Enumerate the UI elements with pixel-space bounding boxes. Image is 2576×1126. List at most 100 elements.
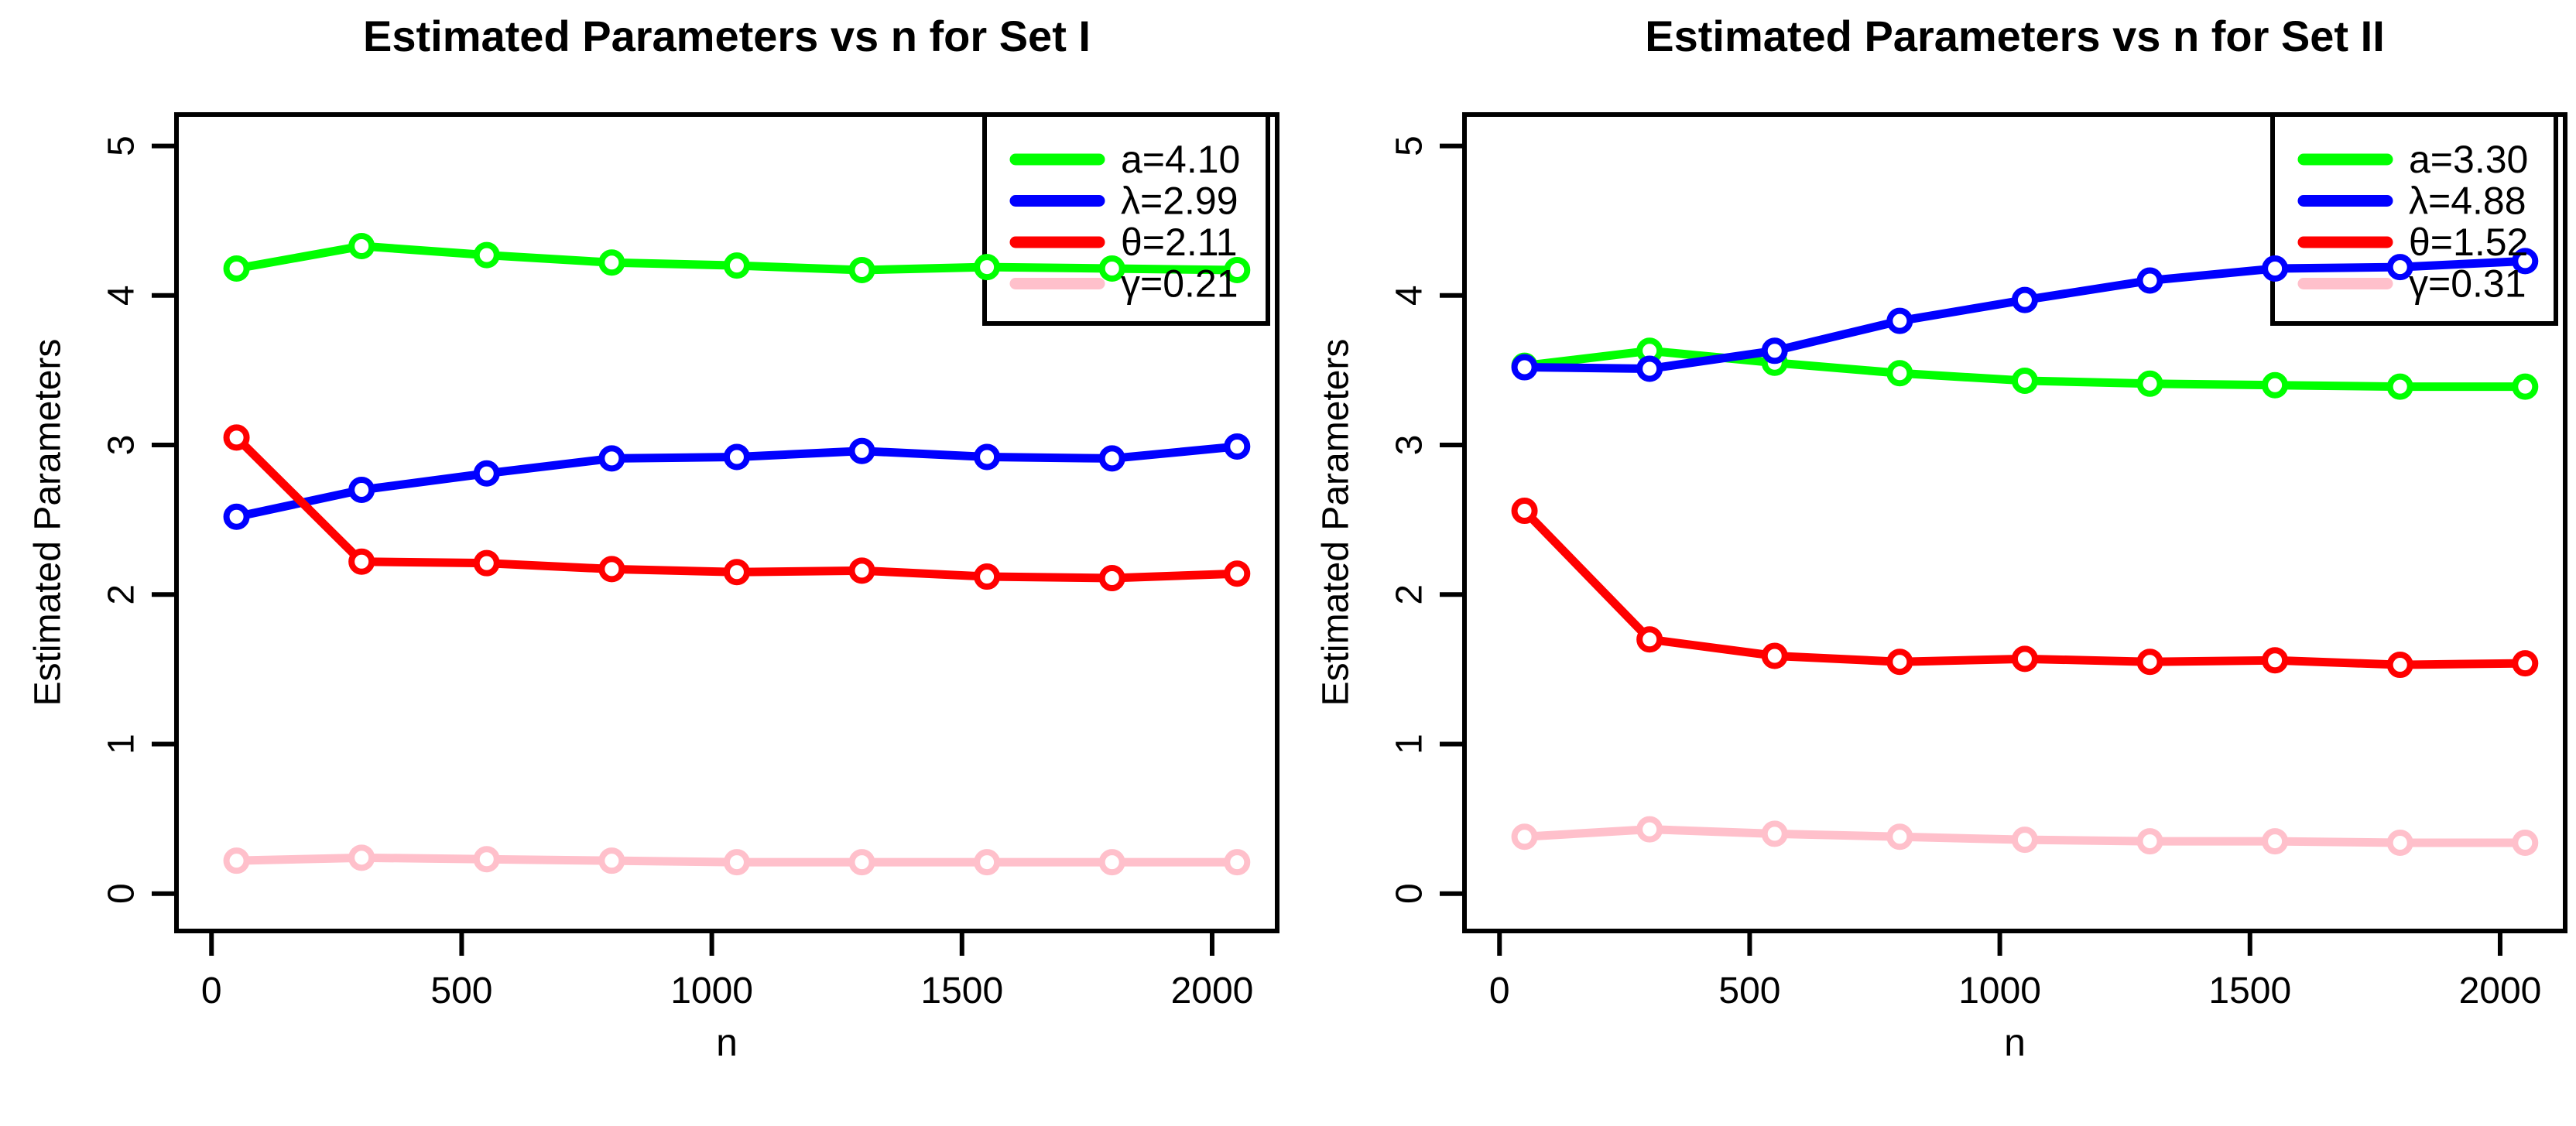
data-point-marker bbox=[2386, 652, 2413, 679]
x-axis-label-set-i: n bbox=[716, 1021, 738, 1064]
data-point-marker bbox=[2011, 827, 2038, 854]
legend-label-4: γ=0.21 bbox=[1121, 262, 1238, 306]
y-axis-tick-label: 5 bbox=[101, 135, 142, 156]
data-point-marker bbox=[473, 460, 500, 487]
data-point-marker bbox=[2262, 371, 2289, 399]
data-point-marker bbox=[974, 849, 1001, 876]
data-point-marker bbox=[223, 424, 250, 451]
legend-label-1: a=4.10 bbox=[1121, 138, 1240, 181]
data-point-marker bbox=[1886, 649, 1913, 676]
data-point-marker bbox=[1886, 360, 1913, 387]
data-point-marker bbox=[348, 844, 375, 871]
series-line-3 bbox=[1520, 506, 2530, 669]
data-point-marker bbox=[2011, 645, 2038, 673]
y-axis-tick-label: 1 bbox=[1389, 734, 1430, 755]
data-point-marker bbox=[1511, 354, 1538, 381]
data-point-marker bbox=[2262, 647, 2289, 674]
x-axis-tick-label: 1000 bbox=[1958, 970, 2041, 1011]
data-point-marker bbox=[2386, 373, 2413, 400]
data-point-marker bbox=[2512, 650, 2539, 677]
data-point-marker bbox=[223, 255, 250, 282]
y-axis-tick-label: 1 bbox=[101, 734, 142, 755]
data-point-marker bbox=[1636, 816, 1663, 843]
chart-title-set-i: Estimated Parameters vs n for Set I bbox=[363, 12, 1091, 60]
legend-label-3: θ=1.52 bbox=[2409, 221, 2528, 264]
data-point-marker bbox=[1511, 498, 1538, 525]
data-point-marker bbox=[2386, 254, 2413, 281]
y-axis-tick-label: 3 bbox=[1389, 435, 1430, 456]
chart-panel-set-i: Estimated Parameters vs n for Set I Esti… bbox=[28, 12, 1279, 1064]
data-point-marker bbox=[1636, 355, 1663, 382]
data-point-marker bbox=[2512, 248, 2539, 275]
data-point-marker bbox=[1886, 823, 1913, 850]
x-axis-tick-label: 0 bbox=[201, 970, 222, 1011]
data-point-marker bbox=[1224, 433, 1251, 460]
data-point-marker bbox=[723, 252, 750, 279]
data-point-marker bbox=[974, 254, 1001, 281]
y-axis-tick-label: 4 bbox=[101, 285, 142, 306]
chart-plot-set-i: 0 500 1000 1500 2000 0 1 2 3 4 5 a=4.10λ=2.99θ=2.11… bbox=[101, 112, 1279, 1011]
data-point-marker bbox=[2136, 267, 2163, 294]
data-point-marker bbox=[974, 563, 1001, 590]
data-point-marker bbox=[1098, 255, 1125, 282]
legend-label-3: θ=2.11 bbox=[1121, 221, 1238, 264]
data-point-marker bbox=[974, 443, 1001, 471]
legend-label-4: γ=0.31 bbox=[2409, 262, 2526, 306]
data-point-marker bbox=[723, 443, 750, 471]
data-point-marker bbox=[2386, 829, 2413, 856]
data-point-marker bbox=[1636, 626, 1663, 653]
y-axis-tick-label: 0 bbox=[1389, 883, 1430, 904]
y-axis-tick-label: 5 bbox=[1389, 135, 1430, 156]
legend-label-2: λ=2.99 bbox=[1121, 180, 1238, 223]
data-point-marker bbox=[598, 445, 625, 472]
data-point-marker bbox=[1224, 560, 1251, 587]
x-axis-tick-label: 2000 bbox=[1171, 970, 1254, 1011]
data-point-marker bbox=[1098, 849, 1125, 876]
data-point-marker bbox=[1511, 823, 1538, 850]
x-axis-tick-label: 500 bbox=[1718, 970, 1780, 1011]
data-point-marker bbox=[2011, 286, 2038, 313]
data-point-marker bbox=[848, 557, 875, 584]
y-axis-tick-label: 2 bbox=[1389, 584, 1430, 605]
data-point-marker bbox=[473, 241, 500, 269]
x-axis-tick-label: 0 bbox=[1489, 970, 1510, 1011]
y-axis-tick-label: 4 bbox=[1389, 285, 1430, 306]
data-point-marker bbox=[223, 503, 250, 530]
data-point-marker bbox=[598, 556, 625, 583]
data-point-marker bbox=[2136, 370, 2163, 397]
y-axis-tick-label: 3 bbox=[101, 435, 142, 456]
x-axis-label-set-ii: n bbox=[2004, 1021, 2026, 1064]
data-point-marker bbox=[2136, 828, 2163, 855]
data-point-marker bbox=[348, 476, 375, 503]
x-axis-tick-label: 2000 bbox=[2459, 970, 2542, 1011]
data-point-marker bbox=[2262, 255, 2289, 282]
data-point-marker bbox=[2512, 373, 2539, 400]
data-point-marker bbox=[723, 559, 750, 586]
data-point-marker bbox=[1761, 337, 1788, 364]
data-point-marker bbox=[223, 847, 250, 874]
plot-box bbox=[1462, 112, 2567, 933]
chart-title-set-ii: Estimated Parameters vs n for Set II bbox=[1645, 12, 2385, 60]
legend-label-1: a=3.30 bbox=[2409, 138, 2528, 181]
data-point-marker bbox=[598, 249, 625, 276]
chart-plot-set-ii: 0 500 1000 1500 2000 0 1 2 3 4 5 a=3.30λ=4.88θ=1.52… bbox=[1389, 112, 2567, 1011]
x-axis-tick-label: 1500 bbox=[920, 970, 1003, 1011]
data-point-marker bbox=[598, 847, 625, 874]
legend-label-2: λ=4.88 bbox=[2409, 180, 2526, 223]
data-point-marker bbox=[2262, 828, 2289, 855]
data-point-marker bbox=[473, 846, 500, 873]
x-axis-tick-label: 1500 bbox=[2208, 970, 2291, 1011]
data-point-marker bbox=[348, 233, 375, 260]
data-point-marker bbox=[473, 549, 500, 577]
data-point-marker bbox=[2512, 829, 2539, 856]
data-point-marker bbox=[2136, 649, 2163, 676]
data-point-marker bbox=[1761, 820, 1788, 847]
chart-panel-set-ii: Estimated Parameters vs n for Set II Est… bbox=[1288, 0, 2576, 1126]
data-point-marker bbox=[1761, 642, 1788, 669]
plot-box bbox=[174, 112, 1279, 933]
data-point-marker bbox=[848, 256, 875, 283]
data-point-marker bbox=[723, 849, 750, 876]
data-point-marker bbox=[1098, 564, 1125, 591]
x-axis-tick-label: 1000 bbox=[670, 970, 753, 1011]
